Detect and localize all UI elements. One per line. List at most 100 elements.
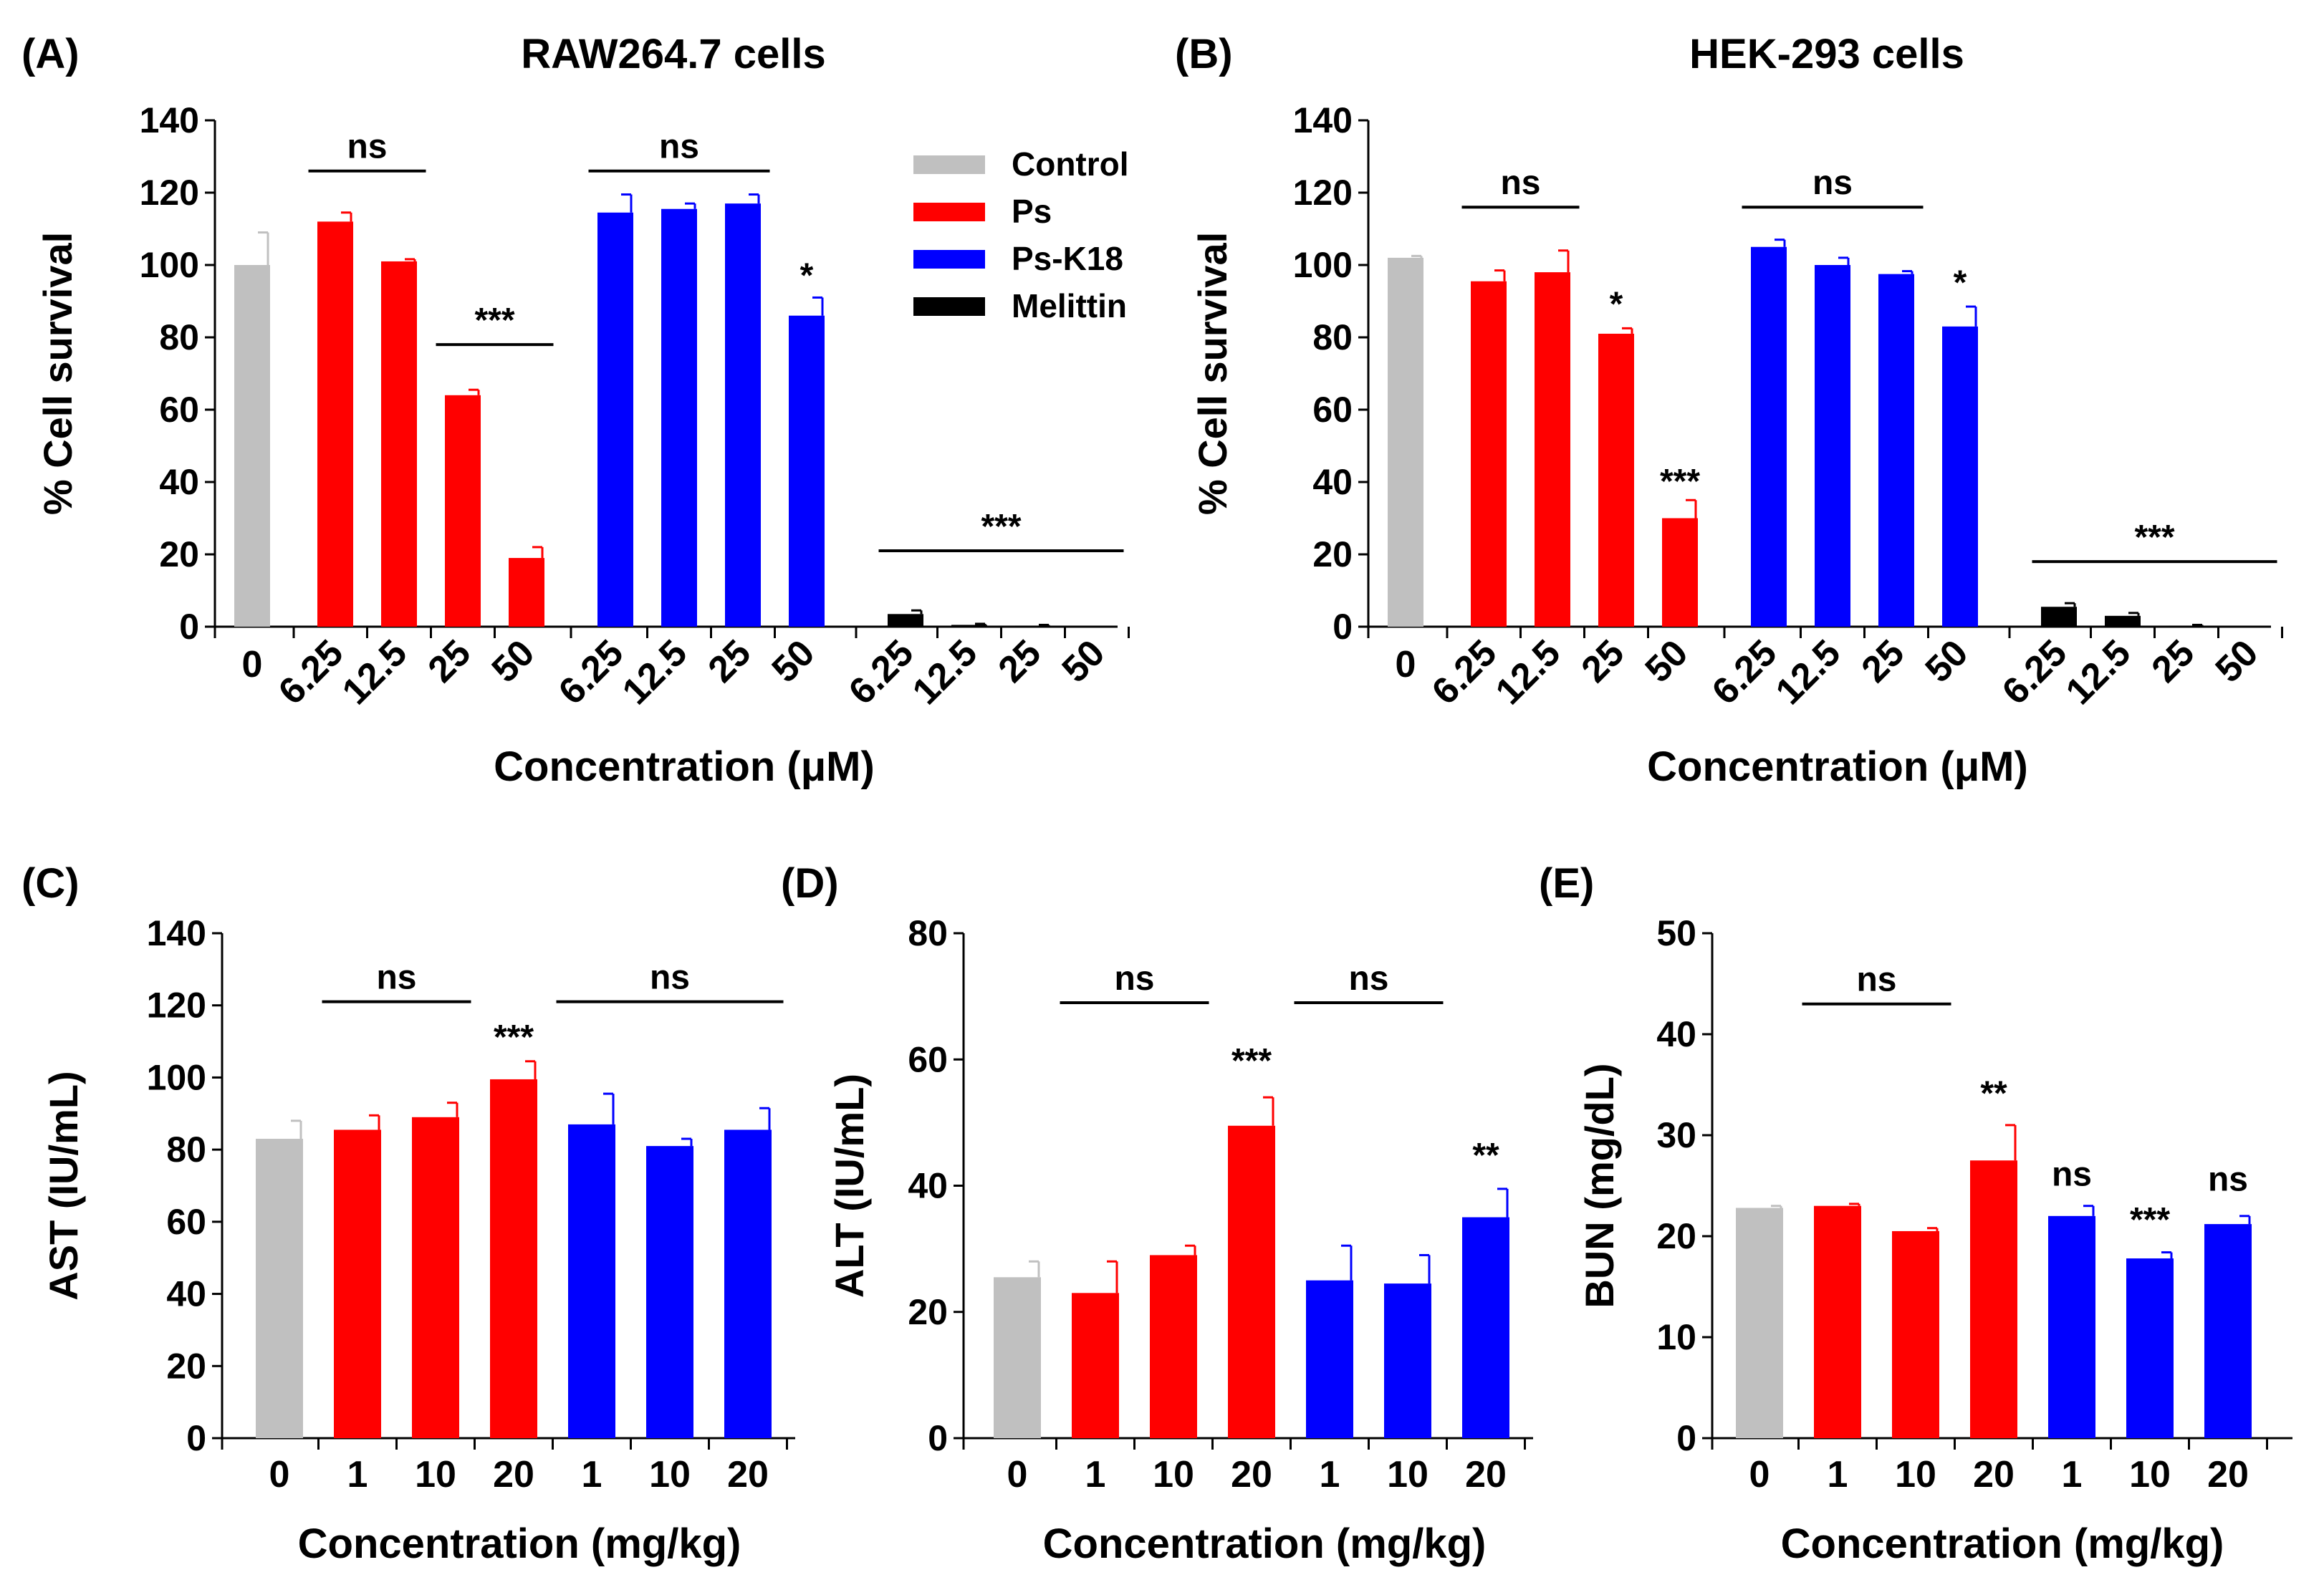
significance-label: *** [494, 1018, 534, 1056]
x-tick-label: 12.5 [335, 632, 416, 713]
significance-label: ns [1348, 960, 1388, 998]
y-tick-label: 40 [159, 462, 199, 502]
bar [597, 212, 633, 627]
significance-label: *** [474, 302, 514, 339]
bar [2041, 607, 2077, 627]
y-tick-label: 0 [928, 1418, 948, 1458]
y-axis-label: % Cell survival [1190, 232, 1235, 515]
x-tick-label: 1 [347, 1454, 368, 1495]
significance-label: ns [2052, 1156, 2092, 1194]
bar [888, 614, 923, 627]
x-tick-label: 20 [1465, 1454, 1507, 1495]
x-axis-label: Concentration (μM) [494, 743, 875, 790]
x-tick-label: 50 [1638, 632, 1696, 690]
bar [1072, 1293, 1119, 1438]
chart-title: HEK-293 cells [1689, 31, 1964, 77]
significance-label: ns [1812, 164, 1853, 202]
x-tick-label: 20 [1231, 1454, 1272, 1495]
y-tick-label: 140 [1293, 100, 1353, 140]
bar [1150, 1255, 1197, 1438]
y-tick-label: 50 [1656, 913, 1696, 953]
panel-label: (A) [21, 31, 80, 77]
x-tick-label: 12.5 [615, 632, 696, 713]
y-tick-label: 20 [1656, 1216, 1696, 1256]
bar [661, 208, 697, 627]
panel-label: (B) [1175, 31, 1233, 77]
significance-label: ** [1980, 1075, 2007, 1113]
x-tick-label: 1 [1828, 1454, 1848, 1495]
x-tick-label: 0 [242, 644, 263, 685]
y-tick-label: 60 [908, 1039, 948, 1079]
significance-label: * [1954, 264, 1967, 302]
bar [1306, 1280, 1353, 1438]
bar [1662, 518, 1698, 627]
legend-label: Ps-K18 [1012, 240, 1123, 277]
panel-label: (D) [781, 860, 839, 907]
significance-label: ns [1856, 961, 1896, 999]
x-tick-label: 50 [2208, 632, 2267, 690]
y-tick-label: 10 [1656, 1317, 1696, 1357]
y-tick-label: 100 [147, 1057, 206, 1097]
chart-panel-c: (C) 0 20 40 60 80 100 120 140 0 1 10 20 1 10 20 ns *** ns A… [21, 860, 795, 1567]
y-tick-label: 0 [1676, 1418, 1696, 1458]
bar [646, 1146, 693, 1438]
y-tick-label: 0 [179, 607, 199, 647]
bar [1751, 246, 1787, 627]
bar [1388, 257, 1423, 627]
y-tick-label: 20 [166, 1346, 206, 1386]
bar [445, 395, 481, 627]
y-tick-label: 80 [1312, 317, 1353, 357]
bar [2105, 615, 2141, 627]
bar [2126, 1258, 2174, 1438]
y-axis-label: BUN (mg/dL) [1577, 1063, 1622, 1308]
x-tick-label: 20 [1973, 1454, 2015, 1495]
chart-panel-e: (E) 0 10 20 30 40 50 0 1 10 20 1 10 20 ns ** ns *** ns BUN … [1539, 860, 2292, 1567]
legend-label: Control [1012, 145, 1129, 183]
significance-label: * [1610, 286, 1623, 324]
significance-label: ns [1114, 960, 1154, 998]
bar [490, 1079, 537, 1438]
bar [317, 221, 353, 627]
x-tick-label: 50 [1055, 632, 1113, 690]
panel-label: (C) [21, 860, 80, 907]
x-tick-label: 6.25 [841, 632, 922, 713]
x-tick-label: 1 [582, 1454, 602, 1495]
x-tick-label: 10 [649, 1454, 691, 1495]
bar [725, 203, 761, 627]
significance-label: ns [376, 959, 416, 997]
significance-label: *** [2134, 519, 2174, 556]
y-tick-label: 20 [1312, 534, 1353, 574]
bar [2048, 1215, 2095, 1438]
y-tick-label: 40 [1312, 462, 1353, 502]
x-tick-label: 12.5 [1488, 632, 1569, 713]
y-tick-label: 140 [140, 100, 199, 140]
significance-label: *** [1231, 1042, 1272, 1080]
y-tick-label: 120 [147, 986, 206, 1026]
bar [509, 558, 544, 627]
legend-swatch [913, 203, 985, 221]
x-tick-label: 1 [1085, 1454, 1106, 1495]
y-tick-label: 60 [166, 1202, 206, 1242]
y-tick-label: 40 [1656, 1014, 1696, 1054]
y-axis-label: ALT (IU/mL) [827, 1074, 872, 1298]
bar [951, 625, 987, 627]
y-tick-label: 0 [1333, 607, 1353, 647]
x-tick-label: 50 [764, 632, 823, 690]
bar [1970, 1160, 2017, 1438]
bar [1878, 274, 1914, 627]
x-tick-label: 6.25 [1424, 632, 1505, 713]
x-axis-label: Concentration (μM) [1647, 743, 2028, 790]
y-axis-label: AST (IU/mL) [41, 1071, 86, 1300]
bar [256, 1139, 303, 1438]
significance-label: ns [1500, 164, 1540, 202]
significance-label: ns [347, 128, 387, 166]
bar [1535, 272, 1570, 627]
x-tick-label: 20 [493, 1454, 534, 1495]
legend-swatch [913, 250, 985, 269]
bar [234, 265, 270, 627]
y-tick-label: 0 [186, 1418, 206, 1458]
x-axis-label: Concentration (mg/kg) [1781, 1521, 2224, 1567]
y-tick-label: 40 [908, 1166, 948, 1206]
bar [1015, 625, 1051, 627]
